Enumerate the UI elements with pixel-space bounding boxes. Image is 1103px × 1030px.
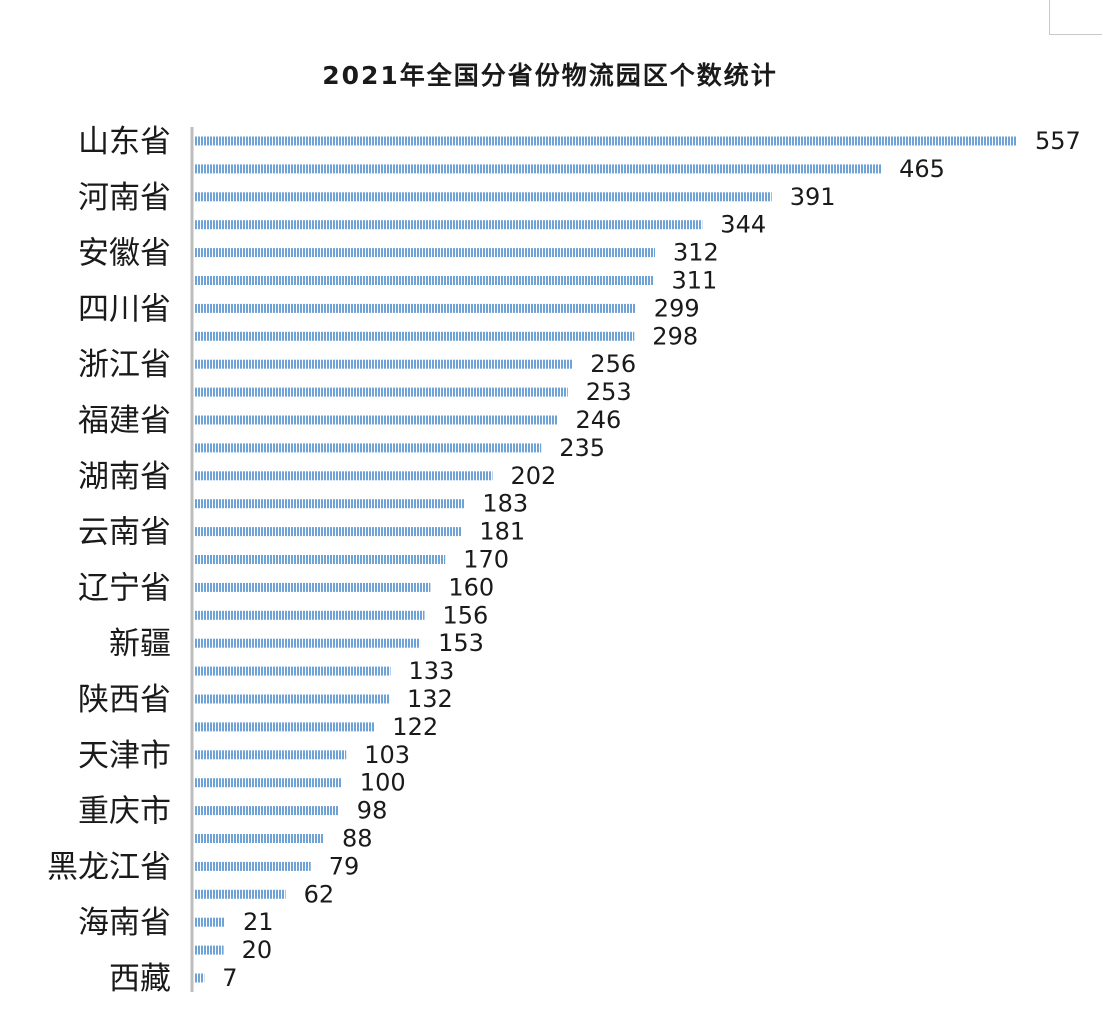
bars-layer bbox=[194, 136, 1017, 983]
category-label-11: 天津市 bbox=[78, 738, 171, 774]
bar-25 bbox=[194, 834, 324, 843]
category-label-12: 重庆市 bbox=[78, 794, 171, 830]
bar-28 bbox=[194, 917, 225, 927]
category-label-14: 海南省 bbox=[78, 905, 171, 941]
value-label-1: 465 bbox=[899, 155, 945, 183]
value-label-20: 132 bbox=[407, 685, 453, 713]
bar-12 bbox=[194, 471, 493, 481]
category-label-2: 安徽省 bbox=[78, 236, 171, 272]
bar-17 bbox=[194, 610, 425, 620]
category-label-0: 山东省 bbox=[78, 124, 171, 160]
category-label-13: 黑龙江省 bbox=[47, 849, 171, 885]
value-label-23: 100 bbox=[360, 769, 406, 797]
bar-15 bbox=[194, 555, 446, 564]
value-label-17: 156 bbox=[443, 601, 489, 629]
bar-2 bbox=[194, 192, 772, 202]
chart-title: 2021年全国分省份物流园区个数统计 bbox=[322, 61, 778, 90]
value-label-9: 253 bbox=[586, 378, 632, 406]
value-labels-layer: 5574653913443123112992982562532462352021… bbox=[222, 127, 1081, 992]
category-label-10: 陕西省 bbox=[78, 682, 171, 718]
value-label-7: 298 bbox=[652, 322, 698, 350]
bar-5 bbox=[194, 276, 654, 285]
bar-9 bbox=[194, 387, 568, 397]
bar-14 bbox=[194, 527, 462, 537]
category-label-4: 浙江省 bbox=[78, 347, 171, 383]
bar-10 bbox=[194, 415, 558, 425]
value-label-27: 62 bbox=[304, 880, 335, 908]
category-label-5: 福建省 bbox=[78, 403, 171, 439]
value-label-22: 103 bbox=[364, 741, 410, 769]
bar-24 bbox=[194, 806, 339, 816]
value-label-12: 202 bbox=[511, 462, 557, 490]
value-label-14: 181 bbox=[479, 518, 525, 546]
bar-0 bbox=[194, 136, 1017, 146]
bar-18 bbox=[194, 638, 421, 648]
value-label-28: 21 bbox=[243, 908, 274, 936]
category-label-9: 新疆 bbox=[109, 626, 171, 662]
bar-20 bbox=[194, 694, 389, 704]
value-label-0: 557 bbox=[1035, 127, 1081, 155]
bar-3 bbox=[194, 220, 703, 230]
value-label-3: 344 bbox=[720, 211, 766, 239]
bar-13 bbox=[194, 499, 465, 509]
bar-27 bbox=[194, 889, 286, 899]
value-label-24: 98 bbox=[357, 797, 388, 825]
value-label-11: 235 bbox=[559, 434, 605, 462]
bar-11 bbox=[194, 443, 542, 453]
category-label-8: 辽宁省 bbox=[78, 570, 171, 606]
value-label-8: 256 bbox=[590, 350, 636, 378]
category-label-6: 湖南省 bbox=[78, 459, 171, 495]
value-label-5: 311 bbox=[672, 267, 718, 295]
value-label-10: 246 bbox=[576, 406, 622, 434]
value-label-18: 153 bbox=[438, 629, 484, 657]
bar-23 bbox=[194, 778, 342, 788]
value-label-6: 299 bbox=[654, 294, 700, 322]
bar-16 bbox=[194, 582, 431, 592]
category-label-15: 西藏 bbox=[109, 961, 171, 997]
value-label-30: 7 bbox=[222, 964, 237, 992]
bar-8 bbox=[194, 359, 573, 369]
bar-29 bbox=[194, 945, 224, 955]
bar-4 bbox=[194, 248, 655, 258]
value-label-26: 79 bbox=[329, 852, 360, 880]
value-label-4: 312 bbox=[673, 239, 719, 267]
value-label-15: 170 bbox=[463, 546, 509, 574]
value-label-13: 183 bbox=[482, 490, 528, 518]
value-label-2: 391 bbox=[790, 183, 836, 211]
value-label-29: 20 bbox=[242, 936, 273, 964]
value-label-16: 160 bbox=[448, 573, 494, 601]
value-label-19: 133 bbox=[409, 657, 455, 685]
bar-7 bbox=[194, 331, 635, 341]
bar-22 bbox=[194, 750, 347, 760]
corner-frame bbox=[1049, 0, 1102, 35]
category-label-7: 云南省 bbox=[78, 515, 171, 551]
bar-30 bbox=[194, 973, 205, 983]
category-label-3: 四川省 bbox=[78, 291, 171, 327]
bar-26 bbox=[194, 861, 311, 871]
value-label-21: 122 bbox=[392, 713, 438, 741]
bar-19 bbox=[194, 666, 391, 676]
bar-1 bbox=[194, 164, 882, 174]
bar-6 bbox=[194, 303, 636, 313]
bar-21 bbox=[194, 722, 375, 732]
category-label-1: 河南省 bbox=[78, 180, 171, 216]
category-labels-layer: 山东省河南省安徽省四川省浙江省福建省湖南省云南省辽宁省新疆陕西省天津市重庆市黑龙… bbox=[47, 124, 171, 997]
value-label-25: 88 bbox=[342, 825, 373, 853]
